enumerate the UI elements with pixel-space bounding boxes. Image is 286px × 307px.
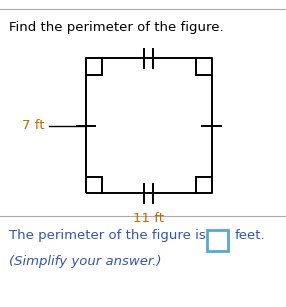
Bar [207,230,228,251]
Text: The perimeter of the figure is: The perimeter of the figure is [9,229,205,242]
Text: 11 ft: 11 ft [133,212,164,225]
Text: 7 ft: 7 ft [22,119,44,132]
Text: feet.: feet. [235,229,266,242]
Text: Find the perimeter of the figure.: Find the perimeter of the figure. [9,21,223,34]
Text: (Simplify your answer.): (Simplify your answer.) [9,255,161,268]
